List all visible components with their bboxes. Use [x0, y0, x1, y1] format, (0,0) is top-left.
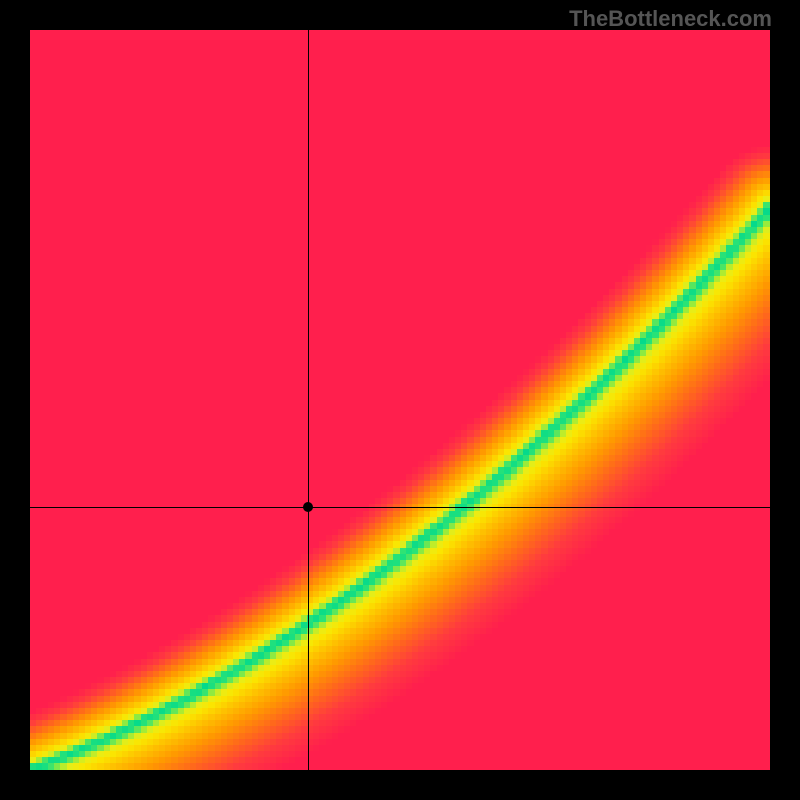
crosshair-vertical	[308, 30, 309, 770]
crosshair-marker	[303, 502, 313, 512]
heatmap-canvas	[30, 30, 770, 770]
heatmap-chart	[30, 30, 770, 770]
crosshair-horizontal	[30, 507, 770, 508]
watermark-text: TheBottleneck.com	[569, 6, 772, 32]
